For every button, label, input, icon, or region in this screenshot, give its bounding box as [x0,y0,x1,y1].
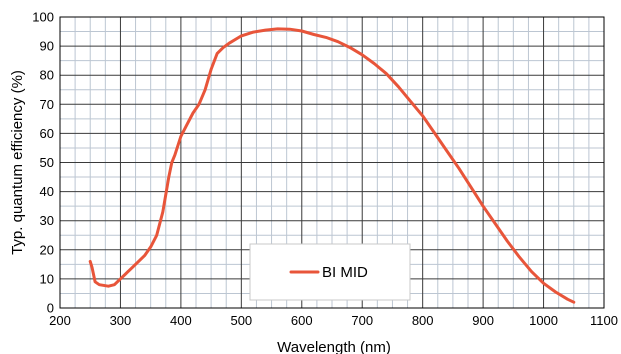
y-axis-title: Typ. quantum efficiency (%) [9,70,26,255]
x-axis-title: Wavelength (nm) [277,339,391,354]
y-tick-label: 0 [47,301,54,316]
x-tick-label: 1000 [529,313,558,328]
y-tick-label: 20 [40,242,54,257]
x-tick-label: 400 [170,313,192,328]
y-tick-label: 90 [40,39,54,54]
x-tick-label: 1100 [590,313,618,328]
x-tick-label: 500 [230,313,252,328]
x-tick-label: 200 [49,313,71,328]
y-tick-label: 40 [40,184,54,199]
y-tick-label: 70 [40,97,54,112]
y-tick-label: 30 [40,213,54,228]
plot-area-frame [59,16,605,309]
legend-box [249,243,411,301]
x-tick-label: 900 [472,313,494,328]
x-axis-tick-labels: 200 300 400 500 600 700 800 900 1000 1100 [49,313,618,328]
x-tick-label: 600 [291,313,313,328]
y-axis-tick-labels: 0 10 20 30 40 50 60 70 80 90 100 [32,10,54,316]
legend-label-bi-mid: BI MID [322,264,368,281]
y-tick-label: 80 [40,68,54,83]
legend: BI MID [249,243,411,301]
y-tick-label: 10 [40,271,54,286]
x-tick-label: 800 [412,313,434,328]
x-tick-label: 300 [110,313,132,328]
y-tick-label: 50 [40,155,54,170]
x-tick-label: 700 [351,313,373,328]
y-tick-label: 100 [32,10,54,25]
y-tick-label: 60 [40,126,54,141]
series-line-bi-mid [88,27,576,304]
series-layer [88,27,576,304]
